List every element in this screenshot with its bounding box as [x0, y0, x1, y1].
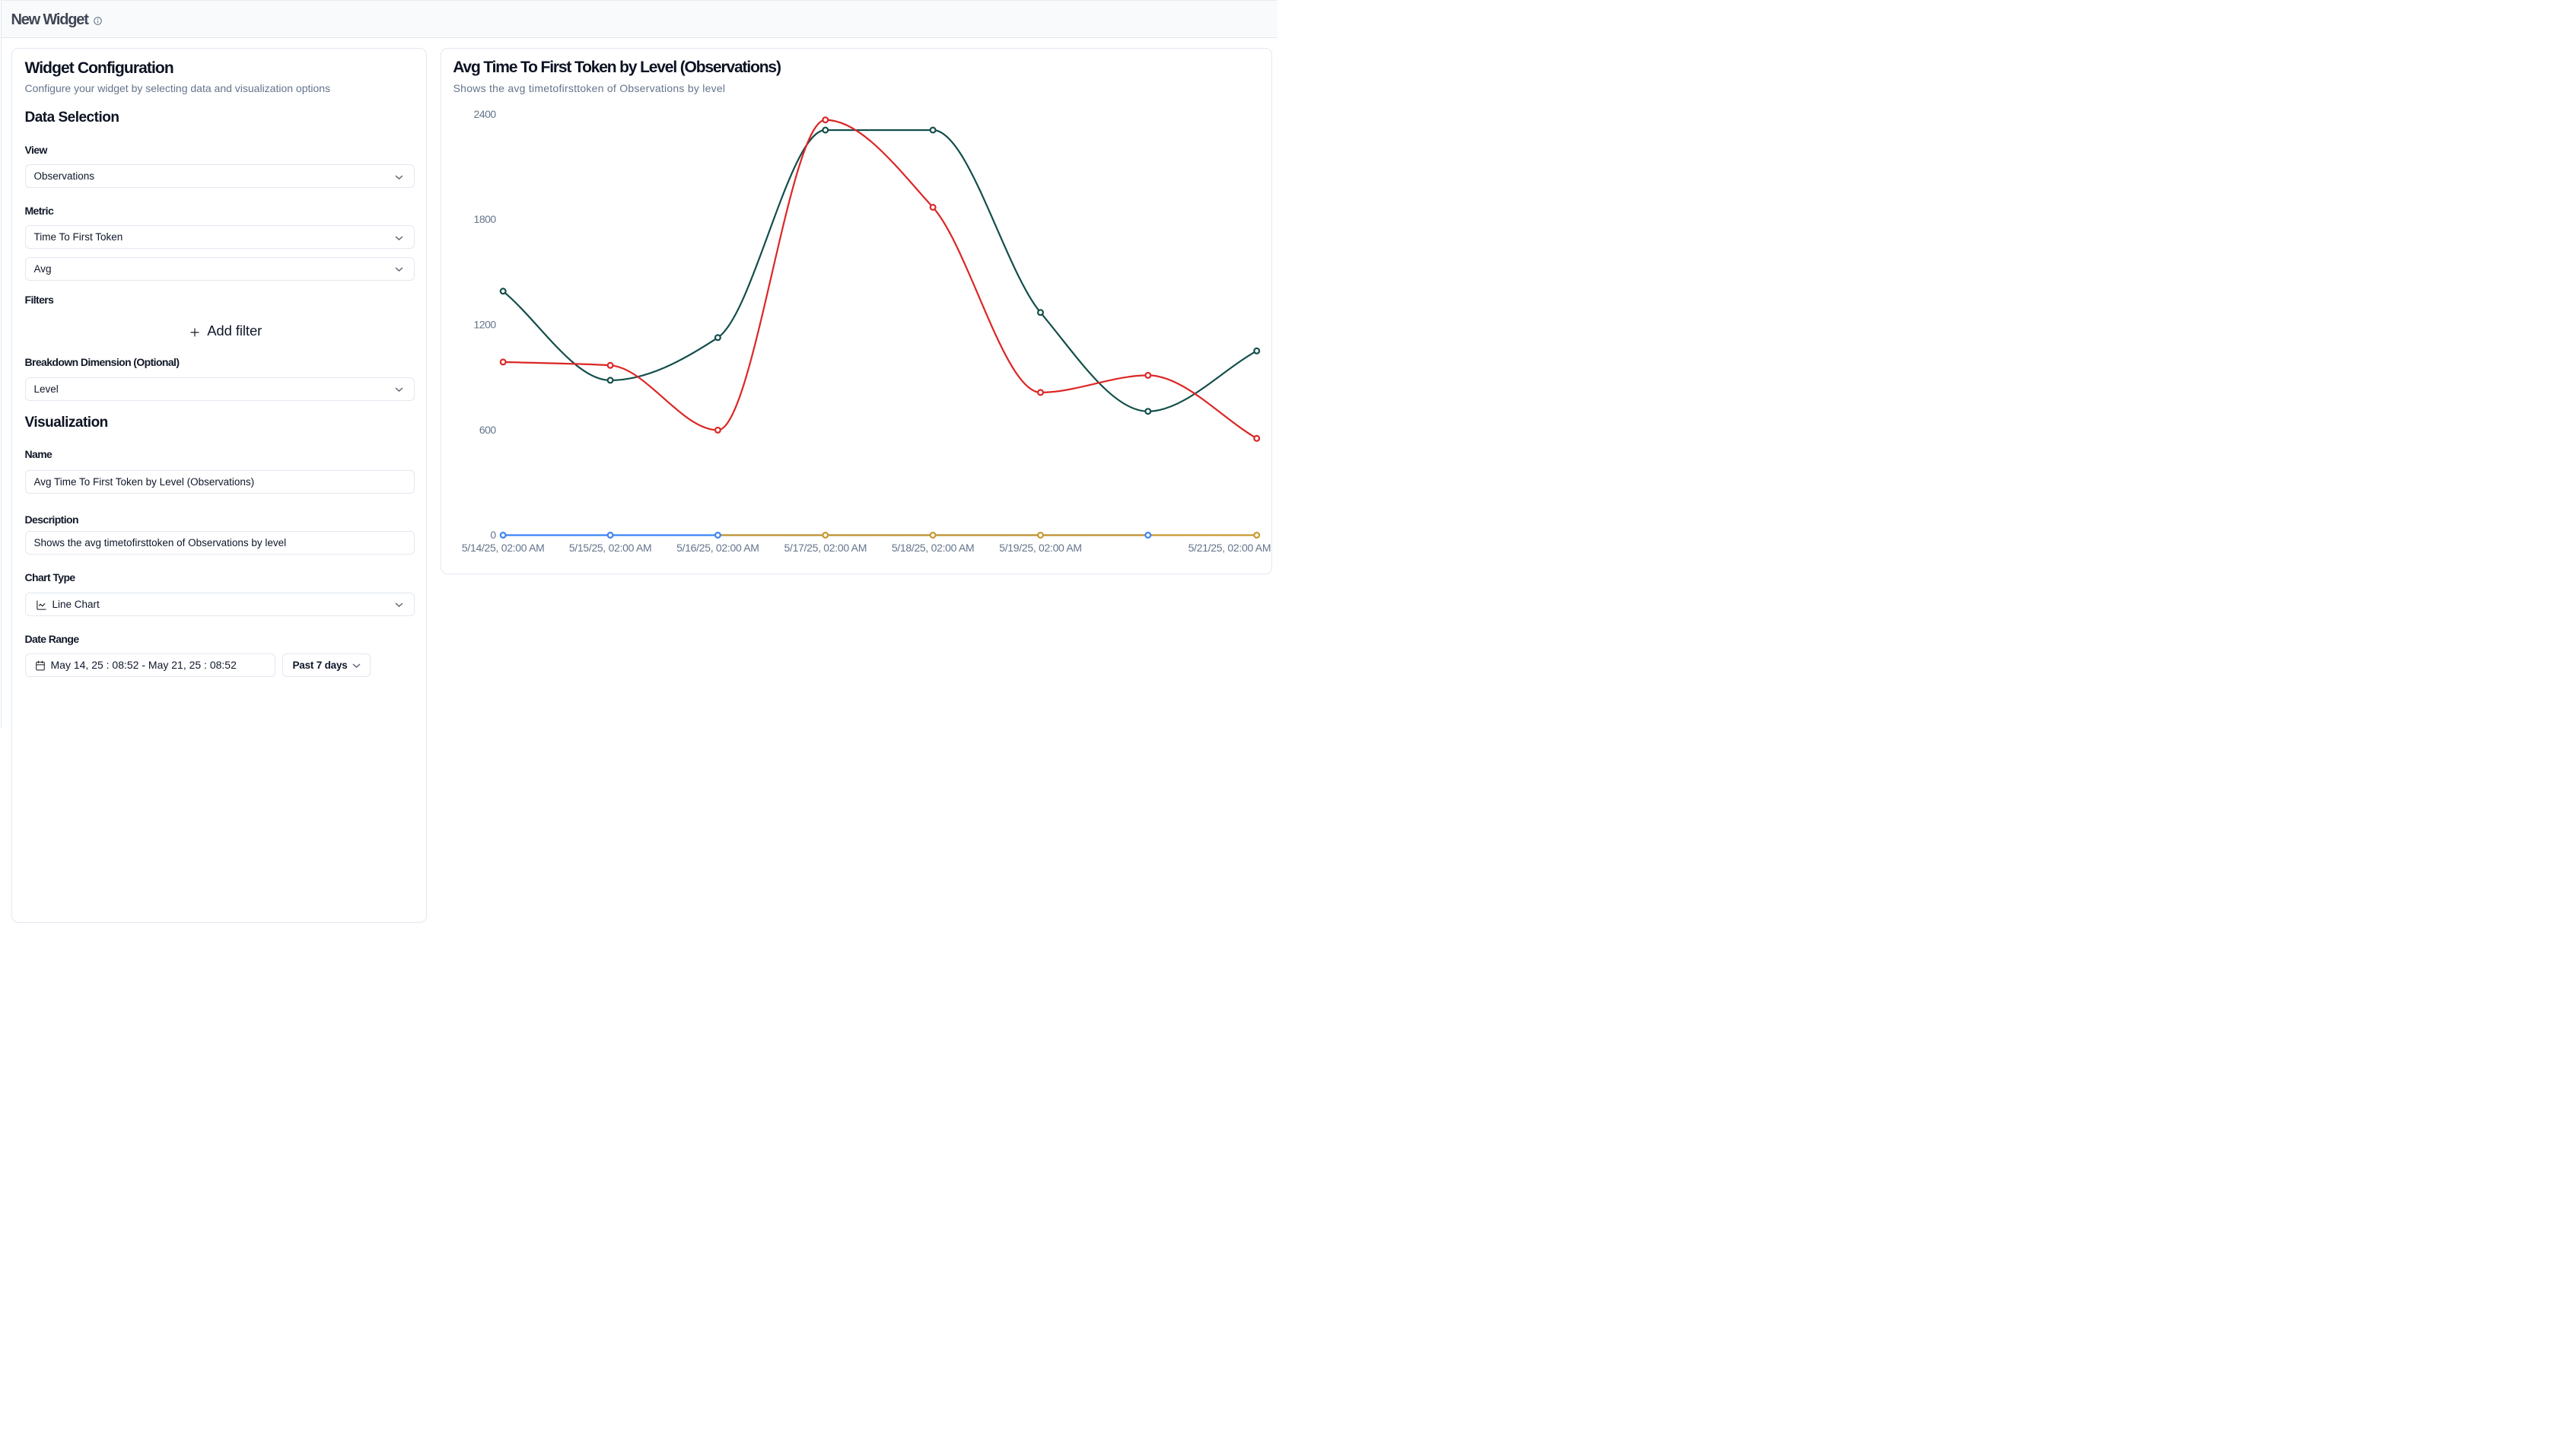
svg-text:5/16/25, 02:00 AM: 5/16/25, 02:00 AM — [676, 542, 759, 554]
svg-text:1200: 1200 — [473, 318, 496, 330]
svg-text:600: 600 — [479, 424, 497, 436]
svg-text:1800: 1800 — [473, 213, 496, 225]
svg-text:5/17/25, 02:00 AM: 5/17/25, 02:00 AM — [784, 542, 867, 554]
svg-text:5/15/25, 02:00 AM: 5/15/25, 02:00 AM — [569, 542, 652, 554]
svg-text:5/14/25, 02:00 AM: 5/14/25, 02:00 AM — [462, 542, 545, 554]
svg-text:5/21/25, 02:00 AM: 5/21/25, 02:00 AM — [1188, 542, 1271, 554]
svg-text:2400: 2400 — [473, 108, 496, 120]
svg-text:5/18/25, 02:00 AM: 5/18/25, 02:00 AM — [892, 542, 975, 554]
svg-text:5/19/25, 02:00 AM: 5/19/25, 02:00 AM — [999, 542, 1082, 554]
svg-text:0: 0 — [490, 529, 496, 541]
